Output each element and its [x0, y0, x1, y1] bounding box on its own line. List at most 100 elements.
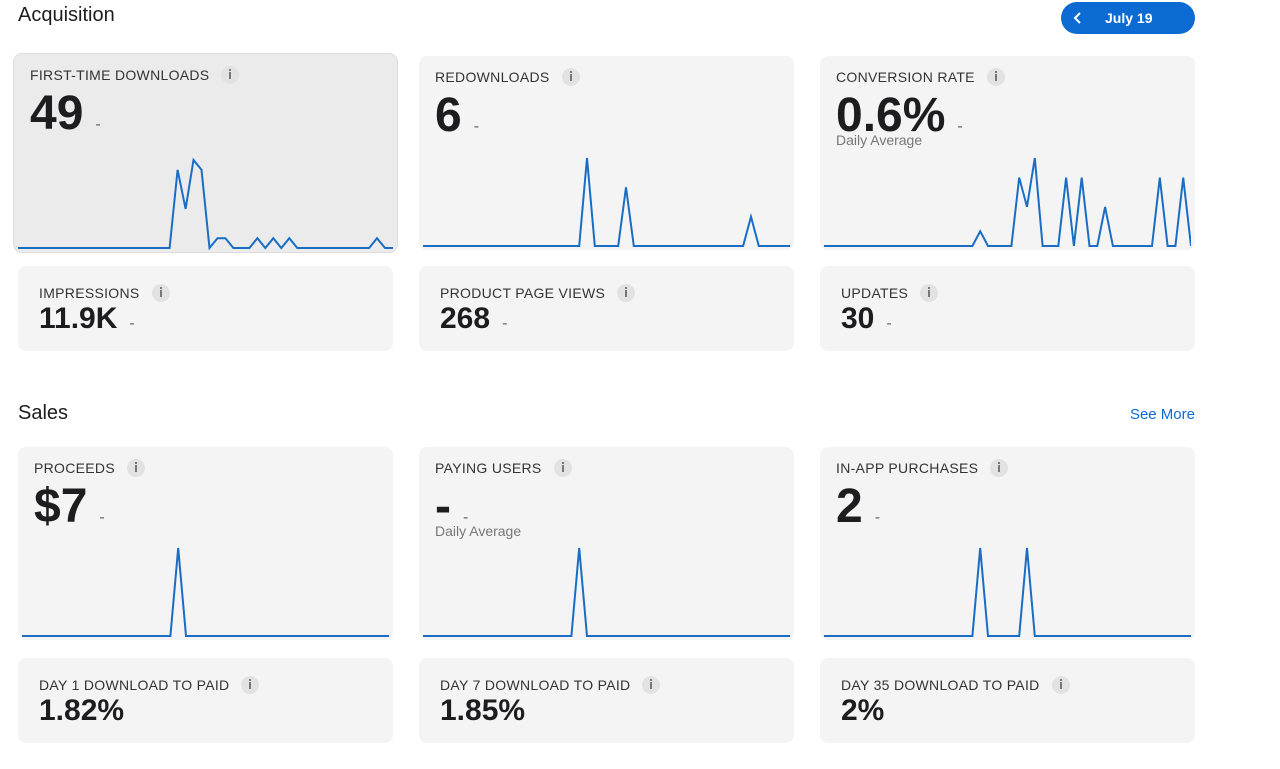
trend-line	[22, 547, 389, 637]
metric-value: 1.85%	[440, 694, 525, 728]
delta: -	[886, 315, 892, 332]
chart-card: CONVERSION RATE 0.6% - Daily Average	[820, 56, 1195, 250]
value: 0.6%	[836, 89, 946, 142]
info-icon[interactable]	[617, 284, 636, 302]
metric-value: 268-	[440, 302, 507, 336]
sparkline	[824, 157, 1191, 247]
card-label: REDOWNLOADS	[435, 68, 580, 86]
metric-card: DAY 1 DOWNLOAD TO PAID 1.82%	[18, 658, 393, 743]
value: 2	[836, 480, 863, 533]
delta: -	[99, 509, 105, 526]
subtitle: Daily Average	[435, 523, 522, 539]
delta: -	[874, 509, 881, 526]
info-icon[interactable]	[221, 66, 240, 84]
card-label: DAY 35 DOWNLOAD TO PAID	[841, 676, 1070, 694]
delta: -	[462, 509, 469, 526]
label-text: UPDATES	[841, 285, 909, 301]
label-text: IMPRESSIONS	[39, 285, 140, 301]
label-text: IN-APP PURCHASES	[836, 460, 979, 476]
metric-value: 2%	[841, 694, 884, 728]
info-icon[interactable]	[151, 284, 170, 302]
chevron-left[interactable]	[1073, 11, 1083, 25]
card-label: DAY 1 DOWNLOAD TO PAID	[39, 676, 260, 694]
metric-value: 49-	[30, 86, 101, 141]
metric-value: --	[435, 479, 468, 534]
metric-value: 6-	[435, 88, 479, 143]
trend-line	[18, 157, 393, 250]
metric-value: $7-	[34, 479, 105, 534]
delta: -	[129, 315, 135, 332]
label-text: PAYING USERS	[435, 460, 542, 476]
metric-card: PRODUCT PAGE VIEWS 268-	[419, 266, 794, 351]
date-button[interactable]: July 19	[1061, 2, 1195, 34]
card-label: CONVERSION RATE	[836, 68, 1005, 86]
value: 1.85%	[440, 694, 526, 727]
value: 30	[841, 302, 875, 335]
sparkline	[824, 547, 1191, 637]
value: 11.9K	[39, 302, 118, 335]
label-text: DAY 35 DOWNLOAD TO PAID	[841, 677, 1040, 693]
card-label: IMPRESSIONS	[39, 284, 170, 302]
info-icon[interactable]	[126, 459, 145, 477]
value: 6	[435, 89, 462, 142]
value: $7	[34, 480, 88, 533]
trend-line	[423, 547, 790, 637]
chart-card: REDOWNLOADS 6-	[419, 56, 794, 250]
card-label: PRODUCT PAGE VIEWS	[440, 284, 636, 302]
value: 2%	[841, 694, 885, 727]
info-icon[interactable]	[1051, 676, 1070, 694]
trend-line	[824, 547, 1191, 637]
label-text: FIRST-TIME DOWNLOADS	[30, 67, 210, 83]
sparkline	[423, 547, 790, 637]
label-text: CONVERSION RATE	[836, 69, 975, 85]
subtitle: Daily Average	[836, 132, 923, 148]
chart-card: FIRST-TIME DOWNLOADS 49-	[14, 54, 397, 252]
info-icon[interactable]	[990, 459, 1009, 477]
delta: -	[957, 118, 963, 135]
delta: -	[95, 116, 101, 133]
value: 268	[440, 302, 491, 335]
info-icon[interactable]	[241, 676, 260, 694]
delta: -	[473, 118, 480, 135]
section-title: Acquisition	[18, 4, 115, 26]
metric-card: DAY 35 DOWNLOAD TO PAID 2%	[820, 658, 1195, 743]
label-text: DAY 7 DOWNLOAD TO PAID	[440, 677, 631, 693]
value: 49	[30, 87, 84, 140]
metric-value: 11.9K -	[39, 302, 135, 336]
sparkline	[423, 157, 790, 247]
chart-card: PROCEEDS $7-	[18, 447, 393, 640]
chart-card: PAYING USERS - - Daily Average	[419, 447, 794, 640]
chart-card: IN-APP PURCHASES 2-	[820, 447, 1195, 640]
label-text: REDOWNLOADS	[435, 69, 550, 85]
card-label: IN-APP PURCHASES	[836, 459, 1009, 477]
value: 1.82%	[39, 694, 125, 727]
info-icon[interactable]	[986, 68, 1005, 86]
delta: -	[502, 315, 508, 332]
info-icon[interactable]	[642, 676, 661, 694]
see-more-link[interactable]: See More	[1129, 406, 1195, 423]
metric-value: 2-	[836, 479, 880, 534]
label-text: DAY 1 DOWNLOAD TO PAID	[39, 677, 230, 693]
metric-value: 1.82%	[39, 694, 124, 728]
card-label: FIRST-TIME DOWNLOADS	[30, 66, 240, 84]
trend-line	[824, 157, 1191, 247]
label-text: PROCEEDS	[34, 460, 115, 476]
trend-line	[423, 157, 790, 247]
card-label: UPDATES	[841, 284, 939, 302]
metric-value: 30-	[841, 302, 892, 336]
info-icon[interactable]	[920, 284, 939, 302]
card-label: PROCEEDS	[34, 459, 145, 477]
metric-card: DAY 7 DOWNLOAD TO PAID 1.85%	[419, 658, 794, 743]
sparkline	[22, 547, 389, 637]
metric-card: UPDATES 30-	[820, 266, 1195, 351]
card-label: DAY 7 DOWNLOAD TO PAID	[440, 676, 661, 694]
metric-card: IMPRESSIONS 11.9K -	[18, 266, 393, 351]
info-icon[interactable]	[561, 68, 580, 86]
card-label: PAYING USERS	[435, 459, 572, 477]
date-label: July 19	[1105, 10, 1153, 26]
sparkline	[18, 157, 393, 250]
value: -	[435, 480, 451, 533]
info-icon[interactable]	[553, 459, 572, 477]
metric-value: 0.6% -	[836, 88, 963, 143]
